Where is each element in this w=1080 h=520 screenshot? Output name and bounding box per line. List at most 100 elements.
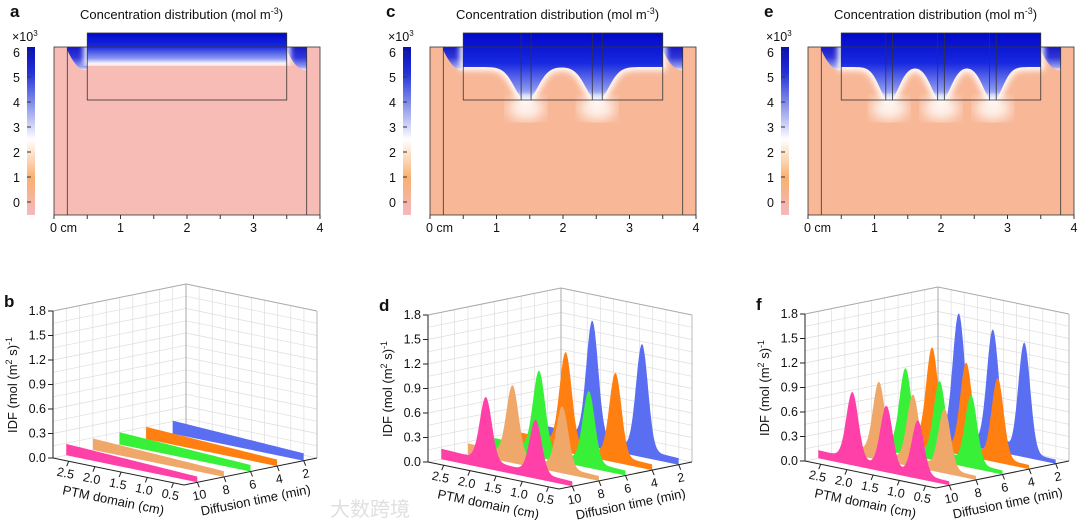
- ptm-axis: [427, 461, 560, 490]
- colorbar-tick-label: 0: [13, 196, 20, 210]
- z-tick-label: 0.9: [404, 382, 421, 396]
- panel-label: a: [10, 2, 20, 21]
- series-ribbon-6min: [119, 432, 251, 472]
- time-tick-label: 4: [650, 476, 660, 491]
- ptm-axis: [804, 460, 937, 489]
- z-tick-label: 0.3: [404, 431, 421, 445]
- gap-glow: [974, 96, 1011, 120]
- time-tick-label: 4: [275, 472, 285, 487]
- top-edge: [52, 283, 318, 312]
- high-concentration-region: [67, 47, 88, 71]
- panel-c: c Concentration distribution (mol m-3) ×10…: [386, 2, 700, 235]
- x-tick-label: 3: [1004, 221, 1011, 235]
- time-tick-label: 2: [301, 466, 311, 481]
- colorbar-multiplier: ×103: [388, 29, 414, 44]
- colorbar-multiplier: ×103: [12, 29, 38, 44]
- ptm-tick: [144, 477, 148, 483]
- z-tick-label: 0.6: [404, 406, 421, 420]
- top-edge: [804, 286, 1070, 315]
- ptm-tick: [171, 482, 174, 489]
- colorbar-tick-label: 6: [13, 46, 20, 60]
- time-tick: [1028, 468, 1032, 475]
- watermark: 大数跨境: [330, 498, 410, 520]
- time-tick: [303, 460, 307, 466]
- time-tick-label: 8: [221, 482, 231, 497]
- x-tick-label: 1: [117, 221, 124, 235]
- ptm-tick-label: 2.5: [808, 468, 828, 485]
- colorbar-tick-label: 5: [13, 71, 20, 85]
- time-tick-label: 2: [1053, 469, 1063, 484]
- ptm-tick: [519, 481, 523, 487]
- ptm-tick-label: 0.5: [535, 490, 555, 507]
- colorbar-tick-label: 3: [767, 121, 774, 135]
- ptm-tick: [92, 466, 96, 472]
- time-tick: [948, 485, 952, 491]
- ptm-tick-label: 1.0: [509, 485, 529, 502]
- colorbar-tick-label: 5: [389, 71, 396, 85]
- time-tick-label: 8: [973, 485, 983, 500]
- panel-d: d 0.0 0.3 0.6 0.9 1.2 1.5 1.8 IDF (mol (m2 s)-1 2…: [379, 287, 693, 520]
- panel-a: a Concentration distribution (mol m-3) ×10…: [10, 2, 324, 235]
- z-tick-label: 0.9: [781, 381, 798, 395]
- ptm-tick: [118, 471, 122, 478]
- colorbar-tick-label: 1: [767, 171, 774, 185]
- panel-label: e: [764, 2, 773, 21]
- z-tick-label: 1.2: [781, 356, 798, 370]
- colorbar: [403, 47, 411, 215]
- time-tick-label: 10: [566, 491, 582, 508]
- series-ribbon-10min: [66, 443, 198, 483]
- x-tick-label: 2: [184, 221, 191, 235]
- ptm-tick: [66, 461, 70, 467]
- time-tick: [625, 475, 628, 481]
- high-concentration-region: [821, 47, 842, 71]
- colorbar: [27, 47, 35, 215]
- ptm-tick-label: 1.0: [134, 481, 154, 498]
- series-ribbon-2min: [547, 320, 679, 465]
- z-tick-label: 0.0: [404, 455, 421, 469]
- gap-glow: [871, 96, 908, 120]
- colorbar-tick-label: 0: [389, 196, 396, 210]
- high-concentration-region: [841, 33, 1041, 100]
- z-tick-label: 1.5: [29, 329, 46, 343]
- ptm-axis: [52, 457, 185, 486]
- time-tick: [223, 476, 227, 483]
- colorbar: [781, 47, 789, 215]
- series-ribbon-8min: [467, 385, 599, 481]
- x-tick-label: 4: [1071, 221, 1078, 235]
- z-tick-label: 0.6: [29, 402, 46, 416]
- panel-e: e Concentration distribution (mol m-3) ×10…: [764, 2, 1078, 235]
- colorbar-tick-label: 5: [767, 71, 774, 85]
- colorbar-tick-label: 2: [389, 146, 396, 160]
- panel-title: Concentration distribution (mol m-3): [834, 6, 1037, 22]
- z-tick-label: 0.9: [29, 378, 46, 392]
- ptm-tick-label: 1.0: [886, 484, 906, 501]
- z-axis-title: IDF (mol (m2 s)-1: [379, 341, 395, 437]
- z-tick-label: 1.8: [404, 308, 421, 322]
- colorbar-tick-label: 4: [13, 96, 20, 110]
- ptm-tick-label: 2.0: [834, 473, 854, 490]
- series-ribbon-4min: [146, 426, 278, 467]
- time-tick-label: 2: [676, 470, 686, 485]
- x-tick-label: 3: [250, 221, 257, 235]
- ptm-tick-label: 2.5: [56, 465, 76, 482]
- series-ribbon-10min: [818, 392, 950, 486]
- time-tick: [1055, 463, 1059, 469]
- ptm-tick-label: 0.5: [160, 486, 180, 503]
- x-tick-label: 3: [626, 221, 633, 235]
- ptm-tick: [870, 474, 874, 481]
- time-tick: [651, 469, 655, 476]
- series-ribbon-8min: [92, 438, 224, 477]
- ptm-tick-label: 2.0: [82, 470, 102, 487]
- colorbar-tick-label: 0: [767, 196, 774, 210]
- colorbar-tick-label: 1: [389, 171, 396, 185]
- ptm-tick-label: 1.5: [483, 480, 503, 497]
- time-tick-label: 8: [596, 486, 606, 501]
- ptm-tick: [818, 464, 822, 470]
- panel-label: d: [379, 296, 389, 315]
- z-tick-label: 1.2: [29, 353, 46, 367]
- concentration-field: [54, 47, 320, 215]
- z-tick-label: 1.5: [781, 332, 798, 346]
- colorbar-tick-label: 3: [13, 121, 20, 135]
- time-tick: [975, 479, 979, 486]
